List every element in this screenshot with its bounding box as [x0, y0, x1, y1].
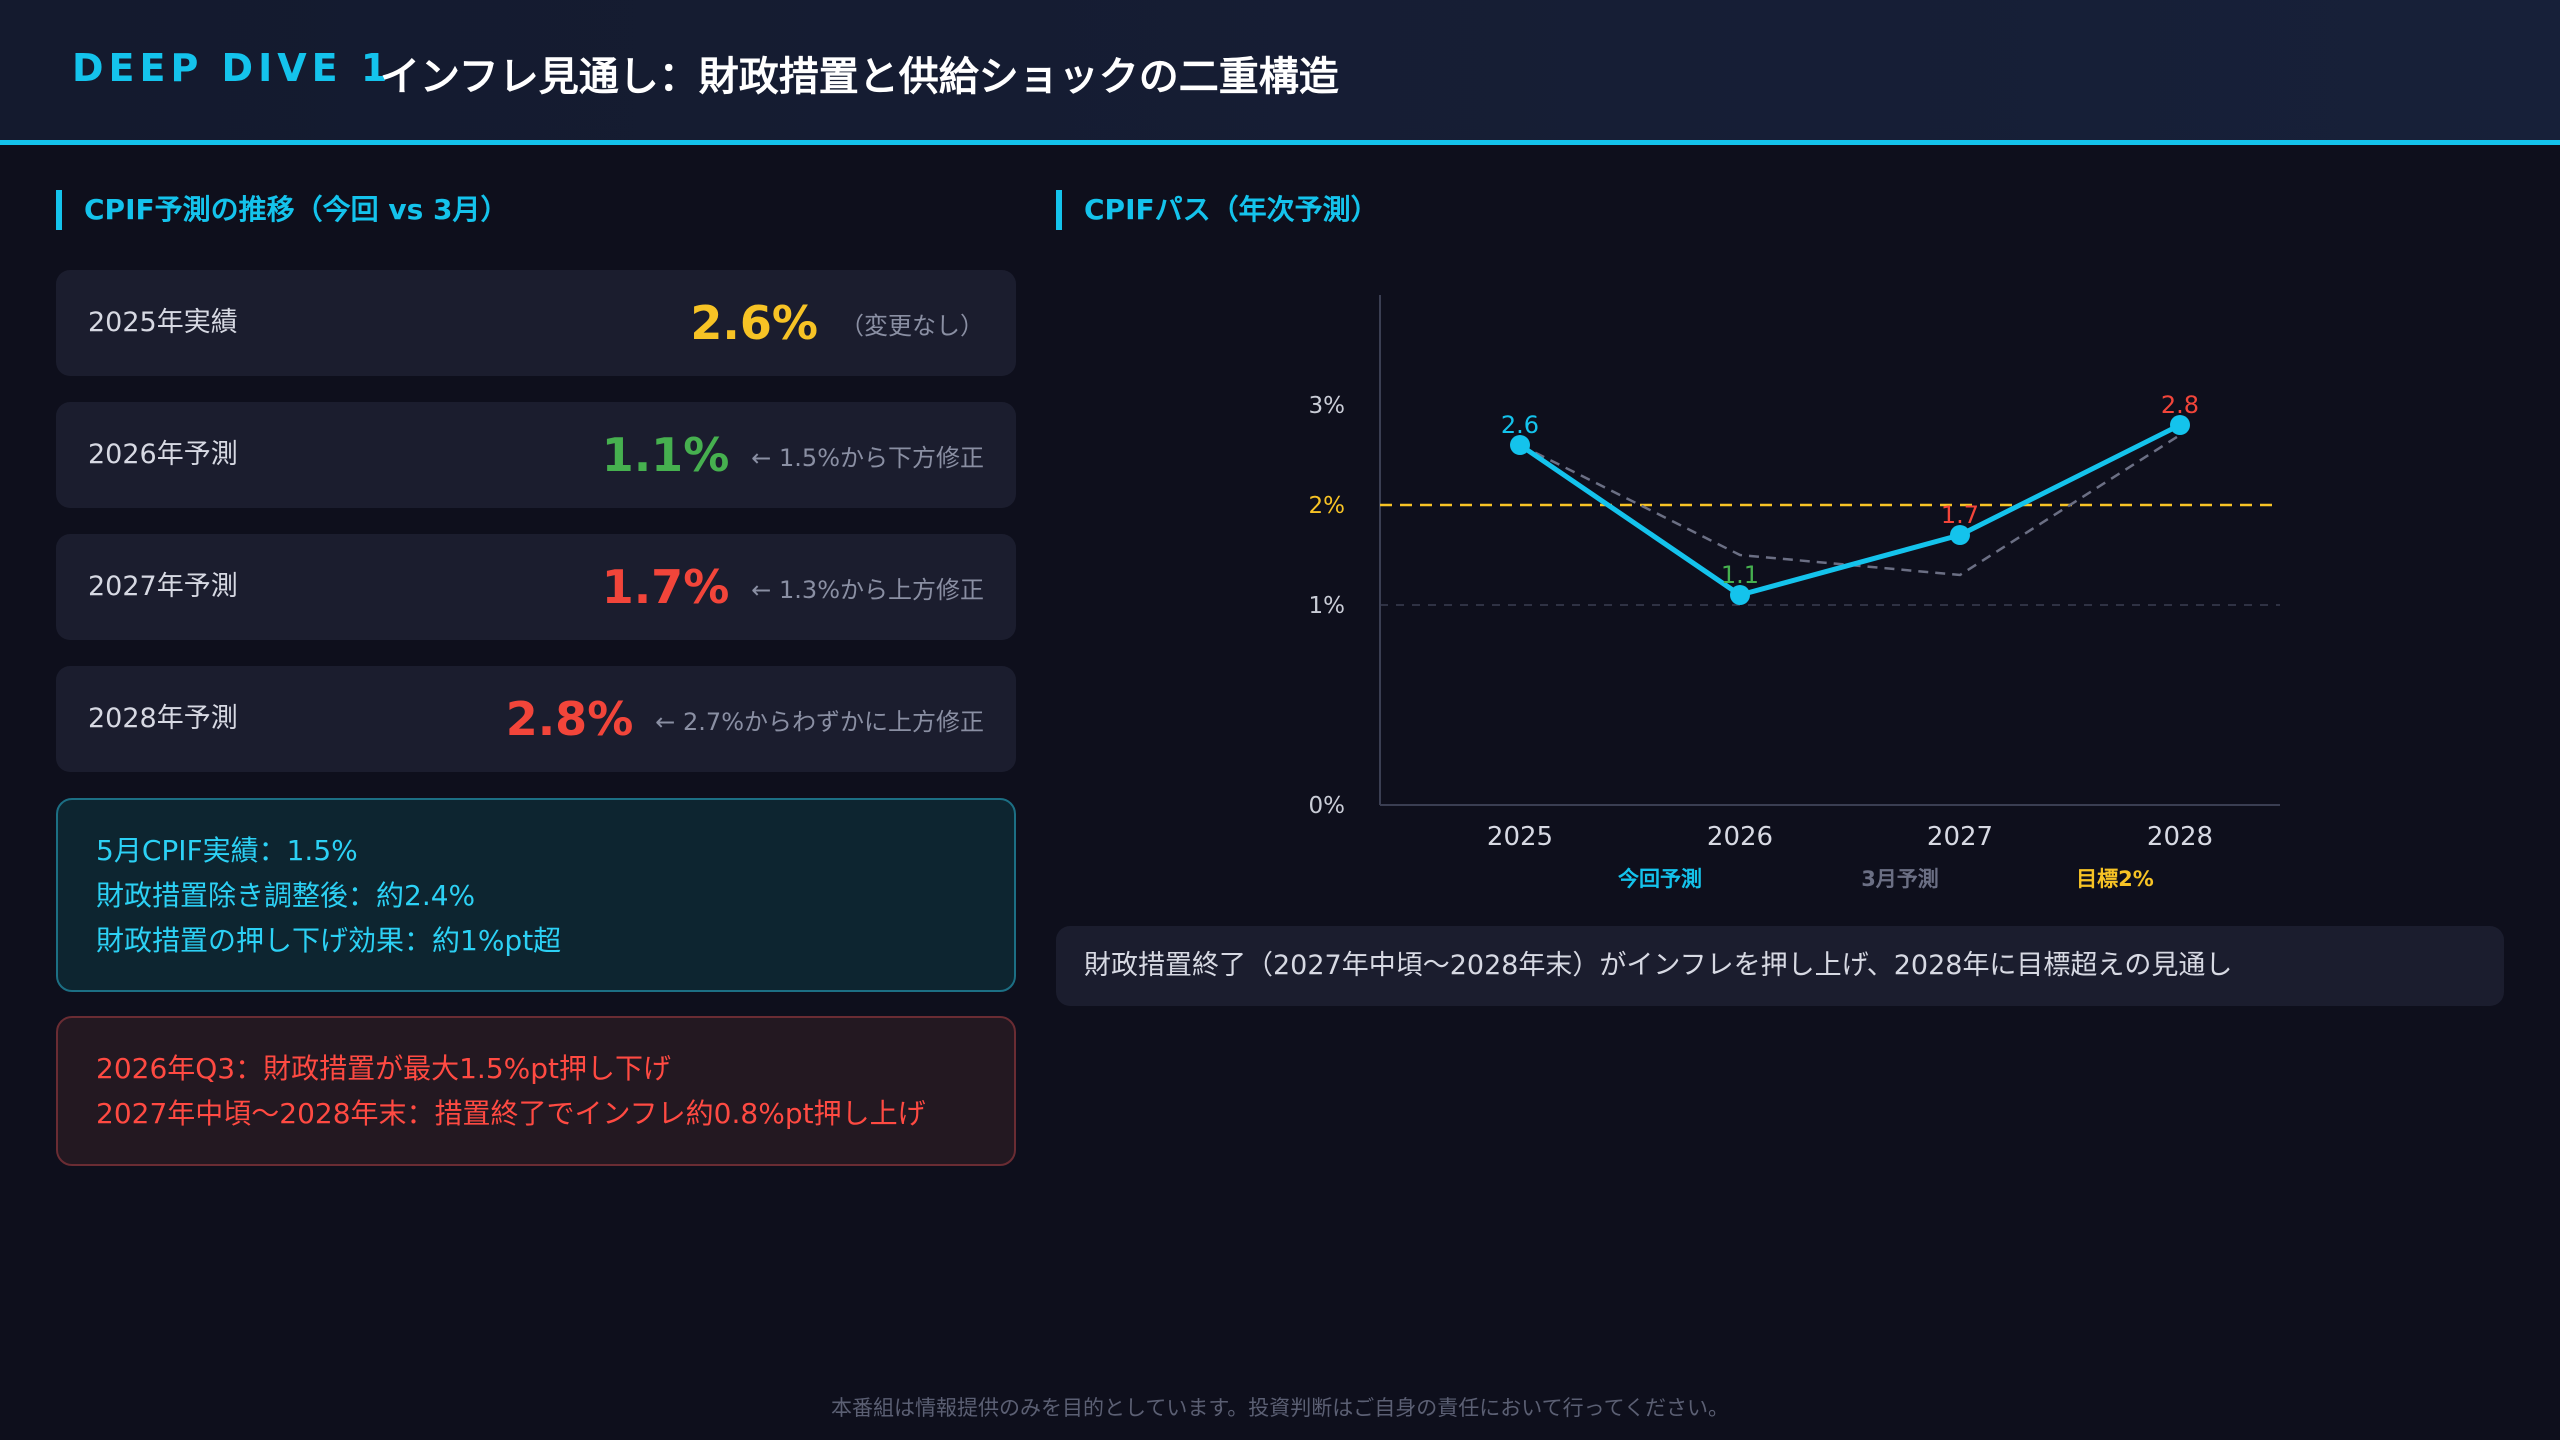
- forecast-card-2026: 2026年予測 1.1% ← 1.5%から下方修正: [56, 402, 1016, 508]
- series-current-point: [1730, 585, 1750, 605]
- x-tick-label: 2028: [2147, 822, 2213, 852]
- forecast-card-2027: 2027年予測 1.7% ← 1.3%から上方修正: [56, 534, 1016, 640]
- y-tick-label: 2%: [1309, 493, 1346, 519]
- card-note: ← 1.3%から上方修正: [751, 575, 984, 604]
- forecast-card-2028: 2028年予測 2.8% ← 2.7%からわずかに上方修正: [56, 666, 1016, 772]
- x-tick-label: 2025: [1487, 822, 1553, 852]
- alert-line: 2026年Q3：財政措置が最大1.5%pt押し下げ: [96, 1052, 671, 1085]
- info-line: 財政措置の押し下げ効果：約1%pt超: [96, 924, 562, 957]
- right-section-title: CPIFパス（年次予測）: [1056, 190, 1379, 230]
- series-current-point: [1510, 435, 1530, 455]
- card-note: ← 2.7%からわずかに上方修正: [655, 707, 984, 736]
- legend-item: 目標2%: [2076, 867, 2154, 891]
- page-title: インフレ見通し：財政措置と供給ショックの二重構造: [380, 54, 1339, 100]
- legend-item: 今回予測: [1618, 867, 1702, 891]
- chart-caption: 財政措置終了（2027年中頃〜2028年末）がインフレを押し上げ、2028年に目…: [1056, 926, 2504, 1006]
- y-tick-label: 3%: [1309, 393, 1346, 419]
- series-current-point: [2170, 415, 2190, 435]
- info-line: 5月CPIF実績：1.5%: [96, 834, 358, 867]
- forecast-card-2025: 2025年実績 2.6% （変更なし）: [56, 270, 1016, 376]
- point-data-label: 2.6: [1501, 411, 1539, 439]
- card-value: 2.6%: [690, 296, 818, 350]
- y-tick-label: 1%: [1309, 593, 1346, 619]
- card-note: （変更なし）: [840, 311, 984, 340]
- point-data-label: 2.8: [2161, 391, 2199, 419]
- left-section-title: CPIF予測の推移（今回 vs 3月）: [56, 190, 509, 230]
- legend-item: 3月予測: [1861, 867, 1939, 891]
- cpif-info-box: 5月CPIF実績：1.5% 財政措置除き調整後：約2.4% 財政措置の押し下げ効…: [56, 798, 1016, 992]
- card-label: 2027年予測: [88, 571, 238, 602]
- card-value: 2.8%: [505, 692, 634, 746]
- disclaimer: 本番組は情報提供のみを目的としています。投資判断はご自身の責任において行ってくだ…: [831, 1396, 1729, 1420]
- x-tick-label: 2027: [1927, 822, 1993, 852]
- point-data-label: 1.7: [1941, 501, 1979, 529]
- series-current-line: [1518, 422, 2182, 598]
- card-label: 2026年予測: [88, 439, 238, 470]
- info-line: 財政措置除き調整後：約2.4%: [96, 879, 476, 912]
- x-tick-label: 2026: [1707, 822, 1773, 852]
- card-note: ← 1.5%から下方修正: [751, 443, 984, 472]
- point-data-label: 1.1: [1721, 561, 1759, 589]
- cpif-chart-svg: 0% 1% 2% 3% 2025 2026 2027 2028 2.6 1.1 1.7 2.8 今回予測…: [1309, 295, 2280, 891]
- card-label: 2028年予測: [88, 703, 238, 734]
- card-value: 1.7%: [601, 560, 730, 614]
- deep-dive-tag: DEEP DIVE 1: [72, 46, 393, 90]
- series-march-line: [1519, 433, 2181, 577]
- card-value: 1.1%: [601, 428, 730, 482]
- alert-line: 2027年中頃〜2028年末：措置終了でインフレ約0.8%pt押し上げ: [96, 1097, 926, 1130]
- header-bar: DEEP DIVE 1 インフレ見通し：財政措置と供給ショックの二重構造: [0, 0, 2560, 145]
- card-label: 2025年実績: [88, 307, 238, 338]
- y-tick-label: 0%: [1309, 793, 1346, 819]
- cpif-path-chart: 0% 1% 2% 3% 2025 2026 2027 2028 2.6 1.1 1.7 2.8 今回予測…: [1240, 240, 2340, 920]
- fiscal-alert-box: 2026年Q3：財政措置が最大1.5%pt押し下げ 2027年中頃〜2028年末…: [56, 1016, 1016, 1166]
- series-current-point: [1950, 525, 1970, 545]
